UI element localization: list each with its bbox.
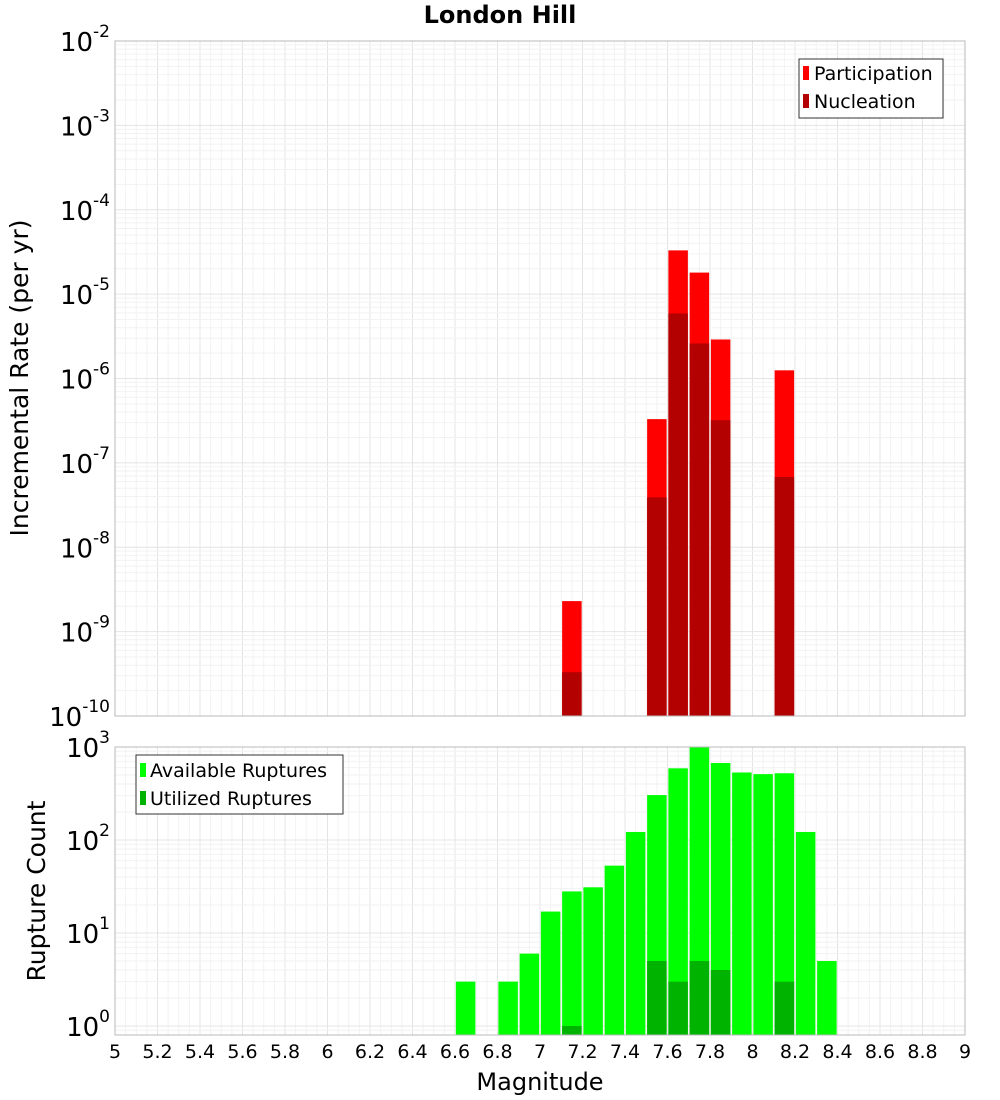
x-tick-label: 6.6 (440, 1041, 470, 1063)
x-tick-label: 8.8 (907, 1041, 937, 1063)
bottom-bar-utilized-ruptures (668, 981, 688, 1035)
x-tick-label: 8.2 (780, 1041, 810, 1063)
bottom-bar-available-ruptures (732, 772, 752, 1035)
x-tick-label: 5 (109, 1041, 121, 1063)
top-bar-nucleation (774, 477, 795, 716)
x-tick-label: 6.8 (482, 1041, 512, 1063)
x-tick-label: 5.4 (185, 1041, 215, 1063)
top-bar-nucleation (668, 313, 688, 716)
x-tick-label: 7.8 (695, 1041, 725, 1063)
chart-title: London Hill (424, 1, 577, 29)
bottom-plot-panel: 100 101 102 103 5 5.2 5.4 5.6 5.8 6 6.2 6.4 6.6 6.8 7… (22, 728, 971, 1096)
x-tick-label: 5.8 (270, 1041, 300, 1063)
x-tick-label: 6 (321, 1041, 333, 1063)
top-bar-nucleation (689, 343, 710, 716)
legend-swatch-utilized (140, 791, 146, 805)
x-tick-label: 8 (746, 1041, 758, 1063)
top-y-axis-label: Incremental Rate (per yr) (5, 220, 34, 537)
bottom-bar-available-ruptures (562, 891, 582, 1035)
x-tick-label: 5.6 (227, 1041, 257, 1063)
bottom-bar-available-ruptures (795, 831, 816, 1035)
bottom-bar-utilized-ruptures (710, 969, 731, 1035)
top-legend: Participation Nucleation (798, 58, 944, 119)
x-tick-label: 9 (959, 1041, 971, 1063)
top-y-tick-label: 10-3 (60, 106, 110, 142)
legend-swatch-available (140, 763, 146, 777)
top-bars (562, 250, 795, 717)
x-axis-label: Magnitude (476, 1068, 603, 1096)
x-tick-label: 8.4 (822, 1041, 852, 1063)
bottom-bar-available-ruptures (625, 831, 646, 1035)
x-tick-label: 7.4 (610, 1041, 640, 1063)
bottom-y-tick-label: 103 (66, 728, 110, 764)
bottom-bar-available-ruptures (583, 887, 603, 1035)
legend-label-nucleation: Nucleation (814, 91, 916, 113)
x-ticks: 5 5.2 5.4 5.6 5.8 6 6.2 6.4 6.6 6.8 7 7.2 7.4 7.6 7.8 8… (109, 1041, 971, 1063)
bottom-y-axis-label: Rupture Count (22, 800, 51, 981)
top-y-ticks: 10-10 10-9 10-8 10-7 10-6 10-5 10-4 10-3 10-2 (49, 22, 110, 733)
x-tick-label: 6.4 (397, 1041, 427, 1063)
x-tick-label: 7.2 (567, 1041, 597, 1063)
x-tick-label: 8.6 (865, 1041, 895, 1063)
top-y-tick-label: 10-4 (60, 191, 110, 227)
top-y-tick-label: 10-7 (60, 444, 110, 480)
bottom-bar-available-ruptures (774, 773, 795, 1035)
top-grid (115, 41, 965, 716)
bottom-bar-available-ruptures (817, 960, 837, 1035)
bottom-bar-available-ruptures (753, 774, 773, 1035)
top-y-tick-label: 10-9 (60, 613, 110, 649)
bottom-bars (455, 747, 837, 1035)
top-y-tick-label: 10-10 (49, 697, 110, 733)
x-tick-label: 7 (534, 1041, 546, 1063)
top-bar-nucleation (710, 420, 731, 716)
legend-swatch-nucleation (803, 94, 809, 108)
legend-label-participation: Participation (814, 63, 933, 85)
top-bar-nucleation (562, 672, 582, 716)
top-y-tick-label: 10-6 (60, 360, 110, 396)
bottom-legend: Available Ruptures Utilized Ruptures (135, 754, 344, 815)
bottom-bar-utilized-ruptures (647, 960, 667, 1035)
bottom-bar-utilized-ruptures (774, 981, 795, 1035)
bottom-bar-available-ruptures (668, 768, 688, 1035)
bottom-bar-available-ruptures (519, 953, 540, 1035)
bottom-legend-box (135, 754, 344, 815)
top-y-tick-label: 10-2 (60, 22, 110, 58)
legend-label-available: Available Ruptures (150, 760, 327, 782)
bottom-bar-available-ruptures (604, 865, 625, 1035)
bottom-y-tick-label: 100 (66, 1007, 110, 1043)
bottom-bar-utilized-ruptures (562, 1025, 582, 1035)
bottom-bar-available-ruptures (710, 762, 731, 1035)
legend-label-utilized: Utilized Ruptures (150, 788, 312, 810)
top-plot-panel: 10-10 10-9 10-8 10-7 10-6 10-5 10-4 10-3 10-2 In… (5, 22, 966, 733)
bottom-y-tick-label: 101 (66, 914, 110, 950)
legend-swatch-participation (803, 66, 809, 80)
top-y-tick-label: 10-5 (60, 275, 110, 311)
x-tick-label: 5.2 (142, 1041, 172, 1063)
top-bar-nucleation (647, 497, 667, 716)
x-tick-label: 6.2 (355, 1041, 385, 1063)
top-plot-frame (114, 40, 966, 717)
bottom-bar-available-ruptures (498, 981, 518, 1035)
bottom-y-tick-label: 102 (66, 821, 110, 857)
top-legend-box (798, 58, 944, 119)
bottom-plot-frame (114, 746, 966, 1036)
top-y-tick-label: 10-8 (60, 528, 110, 564)
bottom-bar-available-ruptures (455, 981, 476, 1035)
x-tick-label: 7.6 (652, 1041, 682, 1063)
bottom-bar-utilized-ruptures (689, 960, 710, 1035)
bottom-bar-available-ruptures (540, 911, 561, 1035)
bottom-y-ticks: 100 101 102 103 (66, 728, 110, 1043)
